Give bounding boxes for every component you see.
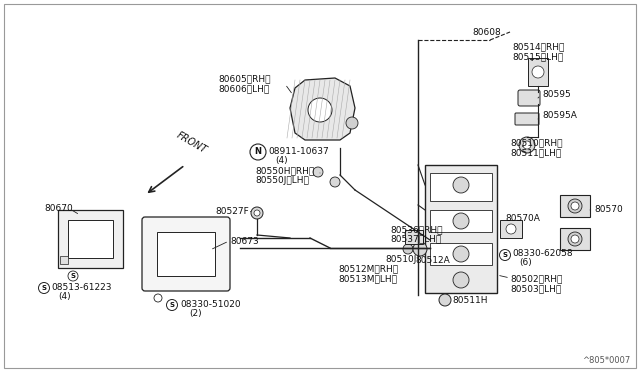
Circle shape <box>254 210 260 216</box>
Bar <box>425 165 497 293</box>
Text: 80595A: 80595A <box>542 111 577 120</box>
Text: 80570A: 80570A <box>505 214 540 223</box>
Circle shape <box>571 202 579 210</box>
Circle shape <box>166 299 177 311</box>
Polygon shape <box>290 78 355 140</box>
Text: 80550H〈RH〉: 80550H〈RH〉 <box>255 166 314 175</box>
Circle shape <box>346 117 358 129</box>
Text: 80527F: 80527F <box>215 207 249 216</box>
Text: 80515〈LH〉: 80515〈LH〉 <box>512 52 563 61</box>
Bar <box>157 232 215 276</box>
Text: S: S <box>170 302 175 308</box>
Text: 08513-61223: 08513-61223 <box>51 283 111 292</box>
Text: S: S <box>70 273 76 279</box>
Text: FRONT: FRONT <box>175 130 209 155</box>
Bar <box>430 243 492 265</box>
Circle shape <box>532 66 544 78</box>
Text: 80570: 80570 <box>594 205 623 214</box>
Bar <box>560 228 590 250</box>
Text: 80510J: 80510J <box>385 255 417 264</box>
Text: (4): (4) <box>275 156 287 165</box>
Circle shape <box>523 141 531 149</box>
Text: 80670: 80670 <box>44 204 73 213</box>
Text: 80503〈LH〉: 80503〈LH〉 <box>510 284 561 293</box>
Circle shape <box>506 224 516 234</box>
Circle shape <box>499 250 511 260</box>
Text: 80550J〈LH〉: 80550J〈LH〉 <box>255 176 309 185</box>
Text: (2): (2) <box>189 309 202 318</box>
Circle shape <box>453 272 469 288</box>
Text: N: N <box>255 148 262 157</box>
Circle shape <box>154 294 162 302</box>
Bar <box>560 195 590 217</box>
Text: 80512M〈RH〉: 80512M〈RH〉 <box>338 264 398 273</box>
Circle shape <box>251 207 263 219</box>
Bar <box>528 58 548 86</box>
Circle shape <box>413 242 427 256</box>
Text: 80502〈RH〉: 80502〈RH〉 <box>510 274 563 283</box>
Bar <box>430 210 492 232</box>
Text: 80513M〈LH〉: 80513M〈LH〉 <box>338 274 397 283</box>
Text: 80595: 80595 <box>542 90 571 99</box>
Text: (6): (6) <box>519 258 532 267</box>
Circle shape <box>308 98 332 122</box>
Circle shape <box>68 271 78 281</box>
Circle shape <box>403 244 413 254</box>
Text: S: S <box>502 252 508 258</box>
Text: 80673: 80673 <box>230 237 259 246</box>
Text: ^805*0007: ^805*0007 <box>582 356 630 365</box>
Text: S: S <box>42 285 47 291</box>
Circle shape <box>313 167 323 177</box>
Bar <box>430 173 492 201</box>
Text: 80537〈LH〉: 80537〈LH〉 <box>390 234 441 243</box>
Text: 08330-51020: 08330-51020 <box>180 300 241 309</box>
Text: 80514〈RH〉: 80514〈RH〉 <box>512 42 564 51</box>
Text: 80536〈RH〉: 80536〈RH〉 <box>390 225 442 234</box>
FancyBboxPatch shape <box>515 113 539 125</box>
Bar <box>500 220 522 238</box>
Text: 80511〈LH〉: 80511〈LH〉 <box>510 148 561 157</box>
Text: 80605〈RH〉: 80605〈RH〉 <box>218 74 271 83</box>
Circle shape <box>330 177 340 187</box>
Circle shape <box>568 232 582 246</box>
FancyBboxPatch shape <box>142 217 230 291</box>
Text: 08330-62058: 08330-62058 <box>512 249 573 258</box>
Bar <box>60 256 68 264</box>
Text: 80510〈RH〉: 80510〈RH〉 <box>510 138 563 147</box>
Circle shape <box>250 144 266 160</box>
Circle shape <box>453 246 469 262</box>
Circle shape <box>568 199 582 213</box>
Text: 80512A: 80512A <box>415 256 450 265</box>
FancyBboxPatch shape <box>518 90 540 106</box>
Text: 80511H: 80511H <box>452 296 488 305</box>
Bar <box>405 230 423 244</box>
Text: 80606〈LH〉: 80606〈LH〉 <box>218 84 269 93</box>
Bar <box>58 210 123 268</box>
Text: (4): (4) <box>58 292 70 301</box>
Bar <box>68 220 113 258</box>
Circle shape <box>453 177 469 193</box>
Circle shape <box>38 282 49 294</box>
Text: 80608: 80608 <box>472 28 500 37</box>
Circle shape <box>571 235 579 243</box>
Text: 08911-10637: 08911-10637 <box>268 147 329 156</box>
Circle shape <box>453 213 469 229</box>
Circle shape <box>519 137 535 153</box>
Circle shape <box>439 294 451 306</box>
